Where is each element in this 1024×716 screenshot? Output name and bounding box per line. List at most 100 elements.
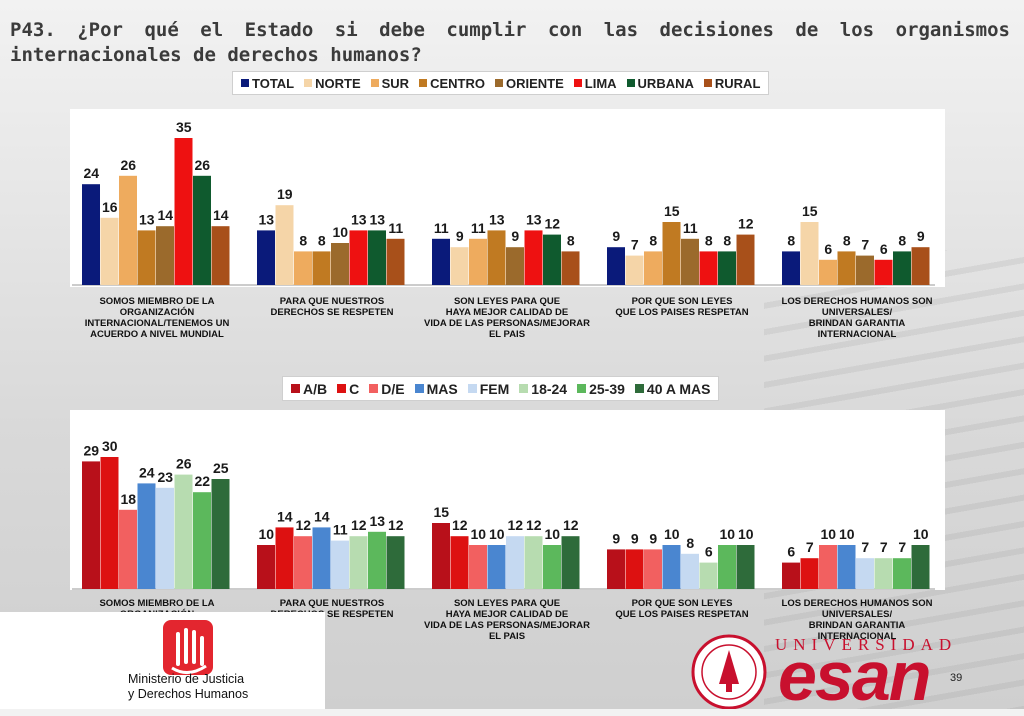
- chart2-bar: [625, 549, 644, 589]
- chart2-data-label: 7: [861, 539, 869, 555]
- chart1-bar: [837, 251, 856, 285]
- chart1-data-label: 24: [83, 165, 99, 181]
- chart2-data-label: 8: [686, 535, 694, 551]
- chart2-bar: [211, 479, 230, 589]
- chart2-data-label: 10: [664, 526, 680, 542]
- legend-label: CENTRO: [430, 75, 485, 91]
- chart1-bar: [331, 243, 349, 285]
- chart2-data-label: 12: [452, 517, 468, 533]
- legend-item: 18-24: [519, 381, 567, 397]
- legend-item: SUR: [370, 75, 410, 91]
- legend-label: 40 A MAS: [646, 380, 711, 397]
- chart2-data-label: 10: [719, 526, 735, 542]
- chart1-bar: [561, 251, 580, 285]
- chart2-bar: [257, 545, 275, 589]
- chart1-category-label: SOMOS MIEMBRO DE LA ORGANIZACIÓN INTERNA…: [84, 296, 230, 340]
- chart2-bar: [874, 558, 893, 589]
- legend-swatch: [467, 384, 477, 393]
- chart1-bar: [100, 217, 119, 285]
- chart2-bar: [718, 545, 736, 589]
- legend-item: A/B: [291, 381, 327, 397]
- chart2-data-label: 10: [839, 526, 855, 542]
- legend-label: SUR: [381, 75, 410, 91]
- chart2-bar: [736, 545, 755, 589]
- chart2-bar: [137, 483, 156, 589]
- chart2-bar: [275, 527, 294, 589]
- chart2-data-label: 7: [898, 539, 906, 555]
- chart2-bar: [662, 545, 681, 589]
- legend-item: LIMA: [573, 76, 617, 91]
- chart1-data-label: 8: [299, 232, 307, 248]
- chart2-data-label: 11: [333, 522, 348, 538]
- chart1-bar: [856, 255, 874, 285]
- chart1-data-label: 12: [738, 216, 754, 232]
- chart2-bar: [681, 553, 699, 589]
- chart1-bar: [349, 230, 368, 285]
- chart2-data-label: 29: [83, 442, 99, 458]
- legend-label: 25-39: [589, 380, 625, 397]
- esan-seal-icon: [691, 634, 767, 709]
- chart2-data-label: 14: [277, 508, 293, 524]
- chart1-data-label: 13: [369, 211, 385, 227]
- chart1-data-label: 8: [649, 232, 657, 248]
- chart1-data-label: 11: [471, 220, 486, 236]
- chart2-bar: [893, 558, 911, 589]
- chart1-data-label: 35: [176, 119, 192, 135]
- chart2-data-label: 10: [738, 526, 754, 542]
- chart1-category-label: SON LEYES PARA QUE HAYA MEJOR CALIDAD DE…: [424, 296, 590, 340]
- legend-swatch: [519, 384, 529, 393]
- chart1-bar: [82, 184, 100, 285]
- chart2-bar: [506, 536, 524, 589]
- chart1-data-label: 11: [388, 220, 403, 236]
- chart1-data-label: 13: [139, 211, 155, 227]
- chart1-data-label: 15: [664, 203, 680, 219]
- chart2-data-label: 10: [489, 526, 505, 542]
- legend-label: NORTE: [315, 75, 361, 91]
- chart2-data-label: 12: [507, 517, 523, 533]
- chart2-bar: [331, 540, 349, 589]
- legend-item: 40 A MAS: [634, 380, 711, 397]
- chart2-data-label: 7: [806, 539, 814, 555]
- chart1-bar: [662, 222, 681, 285]
- legend-swatch: [370, 79, 379, 87]
- legend-swatch: [304, 79, 313, 87]
- legend-item: FEM: [467, 381, 509, 397]
- chart1-bar: [819, 259, 837, 285]
- chart2-bar: [312, 527, 331, 589]
- chart2-data-label: 30: [102, 438, 118, 454]
- chart1-data-label: 15: [802, 203, 818, 219]
- legend-item: D/E: [369, 380, 405, 397]
- chart2-data-label: 12: [526, 517, 542, 533]
- chart2-data-label: 26: [176, 456, 192, 472]
- chart2-data-label: 14: [314, 508, 330, 524]
- chart1-bar: [487, 230, 506, 285]
- legend-swatch: [703, 79, 712, 87]
- chart1-data-label: 9: [612, 228, 620, 244]
- legend-label: MAS: [426, 380, 458, 397]
- chart1-data-label: 8: [318, 232, 326, 248]
- legend-swatch: [634, 384, 644, 393]
- legend-item: 25-39: [577, 381, 625, 397]
- chart1-bar: [450, 247, 469, 285]
- chart2-data-label: 9: [612, 530, 620, 546]
- chart2-data-label: 7: [880, 539, 888, 555]
- chart2-bar: [119, 509, 137, 589]
- legend-item: ORIENTE: [494, 75, 564, 91]
- chart1-bar: [257, 230, 275, 285]
- chart1-bar: [211, 226, 230, 285]
- chart1-data-label: 6: [824, 241, 832, 257]
- chart2-bar: [368, 531, 386, 589]
- legend-label: D/E: [381, 380, 405, 397]
- chart2-data-label: 10: [258, 526, 274, 542]
- chart1-data-label: 8: [723, 232, 731, 248]
- legend-swatch: [291, 384, 300, 393]
- ministerio-hands-icon: [163, 620, 213, 675]
- chart2-bar: [911, 545, 930, 589]
- chart2-data-label: 10: [913, 526, 929, 542]
- legend-label: C: [349, 380, 360, 397]
- chart2-bar: [487, 545, 506, 589]
- legend-label: ORIENTE: [505, 75, 564, 91]
- chart2-bar: [524, 536, 543, 589]
- legend-item: NORTE: [304, 76, 361, 91]
- chart1-bar: [625, 255, 644, 285]
